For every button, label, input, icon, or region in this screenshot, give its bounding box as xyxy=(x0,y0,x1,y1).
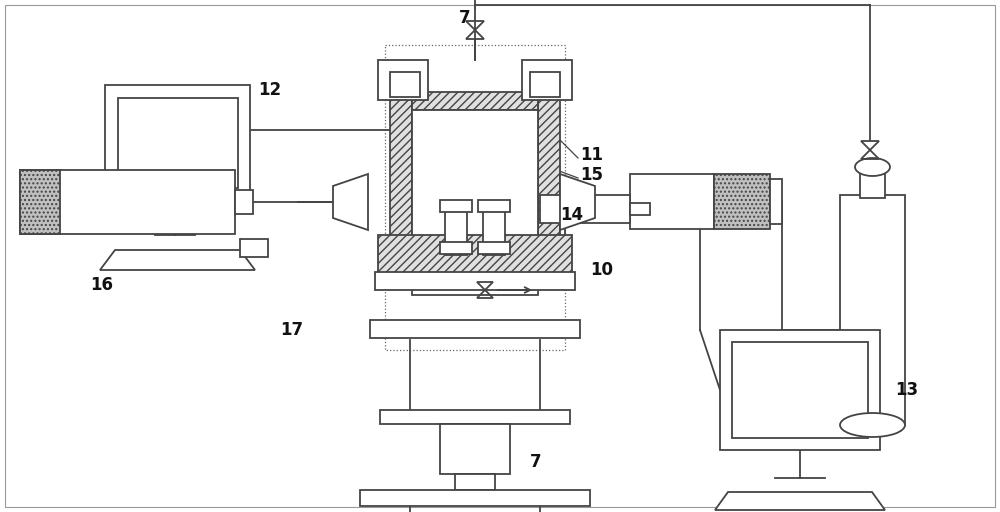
Bar xyxy=(378,60,428,100)
Bar xyxy=(440,242,472,254)
Text: 15: 15 xyxy=(580,166,603,184)
Bar xyxy=(630,203,650,215)
Bar xyxy=(483,205,505,255)
Bar xyxy=(530,72,560,97)
Text: 12: 12 xyxy=(258,81,281,99)
Bar xyxy=(720,330,880,450)
Bar xyxy=(840,195,905,425)
Bar xyxy=(770,179,782,224)
Bar xyxy=(860,170,885,198)
Ellipse shape xyxy=(840,413,905,437)
Bar xyxy=(20,170,235,234)
Bar xyxy=(412,92,538,110)
Bar xyxy=(478,242,510,254)
Bar xyxy=(118,98,238,188)
Bar xyxy=(522,60,572,100)
Bar xyxy=(455,474,495,490)
Polygon shape xyxy=(100,250,255,270)
Polygon shape xyxy=(560,174,595,230)
Bar xyxy=(538,90,560,280)
Bar xyxy=(440,424,510,474)
Text: 17: 17 xyxy=(280,321,303,339)
Bar xyxy=(370,320,580,338)
Bar xyxy=(478,200,510,212)
Polygon shape xyxy=(715,492,885,510)
Text: 11: 11 xyxy=(580,146,603,164)
Bar xyxy=(235,190,253,214)
Text: 14: 14 xyxy=(560,206,583,224)
Bar xyxy=(440,200,472,212)
Bar xyxy=(732,342,868,438)
Text: 10: 10 xyxy=(590,261,613,279)
Bar xyxy=(378,235,572,273)
Bar xyxy=(105,85,250,205)
Text: 16: 16 xyxy=(90,276,113,294)
Polygon shape xyxy=(333,174,368,230)
Text: 7: 7 xyxy=(459,9,471,27)
Bar xyxy=(412,110,538,295)
Bar xyxy=(630,174,714,229)
Bar xyxy=(390,72,420,97)
Bar xyxy=(375,272,575,290)
Ellipse shape xyxy=(855,158,890,176)
Bar xyxy=(445,205,467,255)
Text: 13: 13 xyxy=(895,381,918,399)
Bar xyxy=(390,90,412,280)
Bar xyxy=(380,410,570,424)
Bar xyxy=(540,195,630,223)
Bar xyxy=(385,45,565,350)
Bar xyxy=(20,170,60,234)
Text: 7: 7 xyxy=(530,453,542,471)
Bar xyxy=(360,490,590,506)
Bar xyxy=(240,239,268,257)
Bar xyxy=(714,174,770,229)
